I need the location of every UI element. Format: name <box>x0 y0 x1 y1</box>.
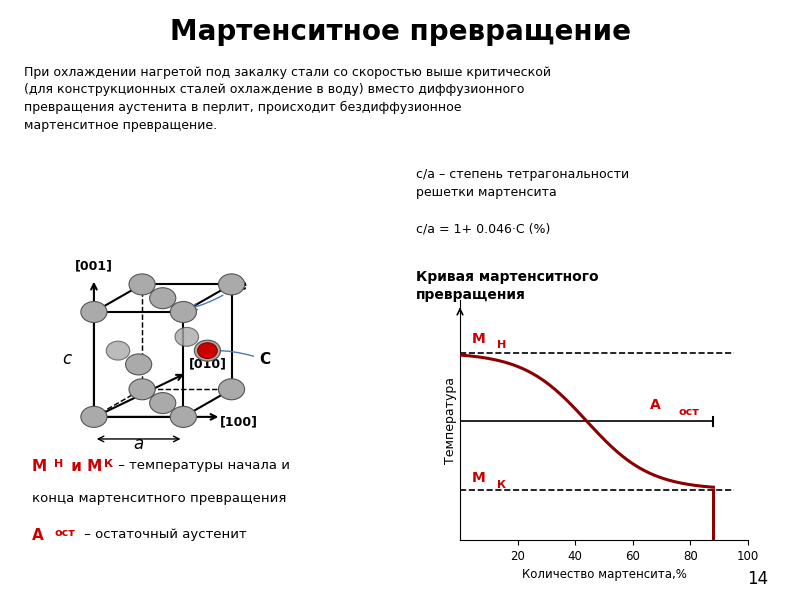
Circle shape <box>218 274 245 295</box>
Text: [100]: [100] <box>219 415 258 428</box>
X-axis label: Количество мартенсита,%: Количество мартенсита,% <box>522 568 686 581</box>
Text: ост: ост <box>679 407 700 416</box>
Text: Н: Н <box>54 459 64 469</box>
Text: [001]: [001] <box>75 259 113 272</box>
Circle shape <box>170 302 197 322</box>
Circle shape <box>129 274 155 295</box>
Text: Мартенситное превращение: Мартенситное превращение <box>170 18 630 46</box>
Text: ост: ост <box>54 528 75 538</box>
Text: А: А <box>32 528 44 543</box>
Text: c: c <box>62 350 71 368</box>
Text: a: a <box>134 434 144 452</box>
Circle shape <box>106 341 130 360</box>
Circle shape <box>198 343 218 359</box>
Circle shape <box>126 354 152 375</box>
Text: – остаточный аустенит: – остаточный аустенит <box>80 528 246 541</box>
Text: При охлаждении нагретой под закалку стали со скоростью выше критической
(для кон: При охлаждении нагретой под закалку стал… <box>24 66 551 131</box>
Circle shape <box>150 288 176 308</box>
Text: М: М <box>471 471 486 485</box>
Text: конца мартенситного превращения: конца мартенситного превращения <box>32 492 286 505</box>
Circle shape <box>81 302 107 322</box>
Circle shape <box>175 328 198 346</box>
Text: – температуры начала и: – температуры начала и <box>114 459 290 472</box>
Text: 14: 14 <box>747 570 768 588</box>
Text: К: К <box>104 459 113 469</box>
Circle shape <box>81 406 107 427</box>
Text: К: К <box>498 480 506 490</box>
Text: с/а – степень тетрагональности
решетки мартенсита: с/а – степень тетрагональности решетки м… <box>416 168 629 199</box>
Text: с/а = 1+ 0.046·С (%): с/а = 1+ 0.046·С (%) <box>416 222 550 235</box>
Circle shape <box>150 392 176 413</box>
Circle shape <box>129 379 155 400</box>
Text: Н: Н <box>498 340 506 350</box>
Text: А: А <box>650 398 661 412</box>
Circle shape <box>170 406 197 427</box>
Text: М: М <box>32 459 47 474</box>
Text: и М: и М <box>66 459 102 474</box>
Text: [010]: [010] <box>189 357 226 370</box>
Circle shape <box>194 340 221 361</box>
Text: C: C <box>214 347 270 367</box>
Y-axis label: Температура: Температура <box>444 377 458 463</box>
Text: М: М <box>471 332 486 346</box>
Circle shape <box>218 379 245 400</box>
Text: Fe: Fe <box>191 278 248 310</box>
Text: Кривая мартенситного
превращения: Кривая мартенситного превращения <box>416 270 598 302</box>
